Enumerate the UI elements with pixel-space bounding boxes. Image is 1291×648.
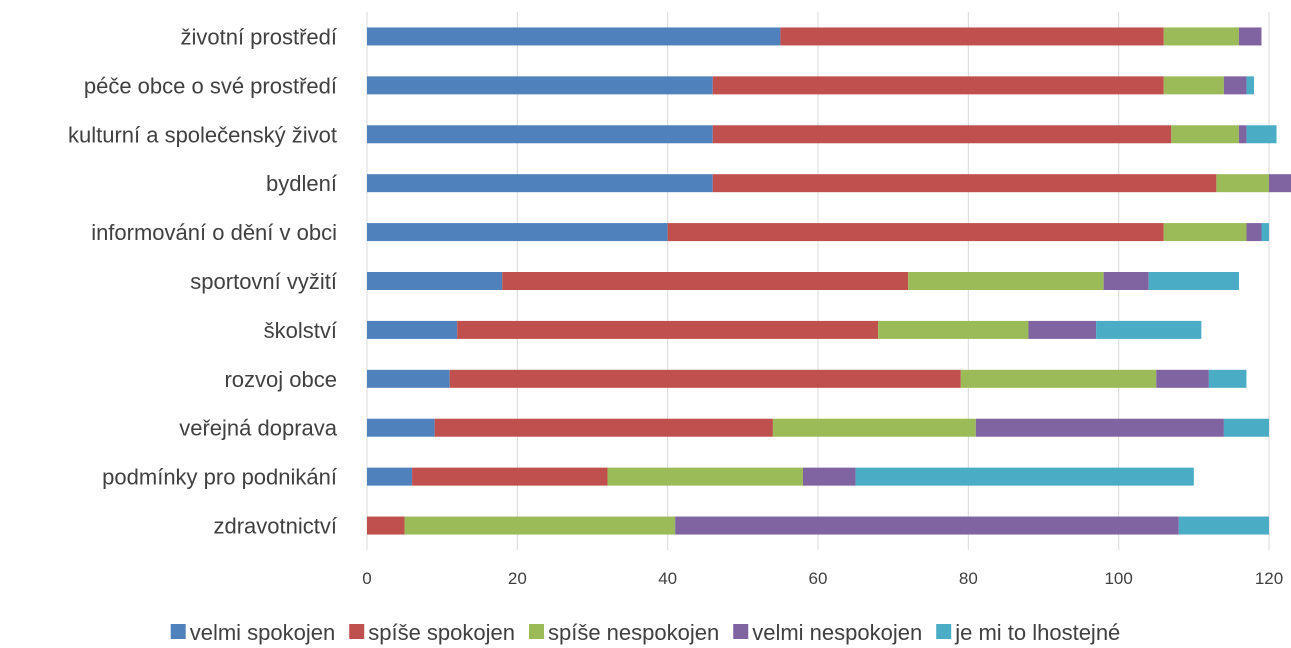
legend-item: velmi spokojen xyxy=(170,620,336,645)
bar-segment xyxy=(367,27,781,46)
bar-segment xyxy=(1178,516,1269,535)
legend-swatch xyxy=(170,624,186,639)
legend: velmi spokojen spíše spokojen spíše nespok… xyxy=(170,620,1120,645)
bar-segment xyxy=(1096,320,1202,339)
bar-segment xyxy=(780,27,1164,46)
x-tick-label: 120 xyxy=(1255,569,1283,588)
bar-segment xyxy=(675,516,1179,535)
bar-segment xyxy=(367,174,713,193)
bar-segment xyxy=(367,272,503,290)
bar-segment xyxy=(1163,76,1224,95)
bar-segment xyxy=(712,125,1172,144)
bar-segment xyxy=(1163,27,1239,46)
bar-segment xyxy=(802,467,856,486)
bar-segment xyxy=(1163,223,1247,242)
x-tick-label: 40 xyxy=(658,569,677,588)
legend-item: je mi to lhostejné xyxy=(936,620,1120,645)
bar-segment xyxy=(1028,320,1097,339)
bar-segment xyxy=(404,516,676,535)
bar-segment xyxy=(1156,369,1209,388)
x-tick-label: 0 xyxy=(362,569,371,588)
bar-segment xyxy=(1246,125,1277,144)
legend-label: velmi spokojen xyxy=(190,620,336,645)
legend-label: spíše spokojen xyxy=(368,620,515,645)
bar-segment xyxy=(1223,76,1247,95)
bar-segment xyxy=(457,320,879,339)
category-label: rozvoj obce xyxy=(224,367,337,392)
legend-swatch xyxy=(936,624,952,639)
bar-segment xyxy=(367,125,713,144)
category-label: kulturní a společenský život xyxy=(68,122,337,147)
category-label: sportovní vyžití xyxy=(190,269,337,294)
bar-segment xyxy=(367,516,405,535)
bar-segment xyxy=(1208,369,1247,388)
bar-segment xyxy=(1269,174,1291,193)
bar-segment xyxy=(908,272,1104,290)
bar-segment xyxy=(607,467,803,486)
bar-segment xyxy=(712,174,1217,193)
category-label: bydlení xyxy=(266,171,337,196)
bar-segment xyxy=(367,418,435,437)
category-label: veřejná doprava xyxy=(179,416,338,441)
category-label: podmínky pro podnikání xyxy=(102,465,337,490)
bar-segment xyxy=(502,272,909,290)
legend-label: je mi to lhostejné xyxy=(954,620,1120,645)
category-label: zdravotnictví xyxy=(214,514,338,539)
x-tick-label: 20 xyxy=(508,569,527,588)
legend-label: spíše nespokojen xyxy=(548,620,719,645)
bar-segment xyxy=(1246,223,1262,242)
x-axis-tick-labels: 0 20 40 60 80 100 120 xyxy=(362,569,1283,588)
legend-swatch xyxy=(733,624,749,639)
category-label: péče obce o své prostředí xyxy=(84,73,337,98)
bar-segment xyxy=(1103,272,1149,290)
bar-segment xyxy=(975,418,1224,437)
legend-swatch xyxy=(349,624,365,639)
category-label: informování o dění v obci xyxy=(91,220,337,245)
bar-segment xyxy=(855,467,1194,486)
bar-segment xyxy=(1216,174,1269,193)
bar-segment xyxy=(1171,125,1239,144)
bar-segment xyxy=(1246,76,1254,95)
bar-segment xyxy=(367,467,413,486)
bar-segment xyxy=(1148,272,1239,290)
bar-segment xyxy=(367,320,458,339)
legend-swatch xyxy=(528,624,544,639)
bar-segment xyxy=(1223,418,1269,437)
bar-segment xyxy=(712,76,1164,95)
bar-segment xyxy=(367,223,668,242)
x-tick-label: 100 xyxy=(1104,569,1132,588)
bar-segment xyxy=(1238,125,1247,144)
category-label: životní prostředí xyxy=(180,24,337,49)
bars xyxy=(367,27,1291,535)
bar-segment xyxy=(367,369,450,388)
category-labels: životní prostředí péče obce o své prostře… xyxy=(68,24,338,538)
bar-segment xyxy=(434,418,773,437)
x-tick-label: 60 xyxy=(809,569,828,588)
legend-label: velmi nespokojen xyxy=(752,620,922,645)
bar-segment xyxy=(412,467,608,486)
bar-segment xyxy=(878,320,1029,339)
legend-item: spíše nespokojen xyxy=(528,620,719,645)
bar-segment xyxy=(772,418,976,437)
bar-segment xyxy=(449,369,961,388)
category-label: školství xyxy=(264,318,337,343)
bar-segment xyxy=(1261,223,1269,242)
x-tick-label: 80 xyxy=(959,569,978,588)
legend-item: velmi nespokojen xyxy=(733,620,922,645)
bar-segment xyxy=(667,223,1164,242)
bar-segment xyxy=(367,76,713,95)
bar-segment xyxy=(960,369,1157,388)
bar-segment xyxy=(1238,27,1262,46)
legend-item: spíše spokojen xyxy=(349,620,515,645)
